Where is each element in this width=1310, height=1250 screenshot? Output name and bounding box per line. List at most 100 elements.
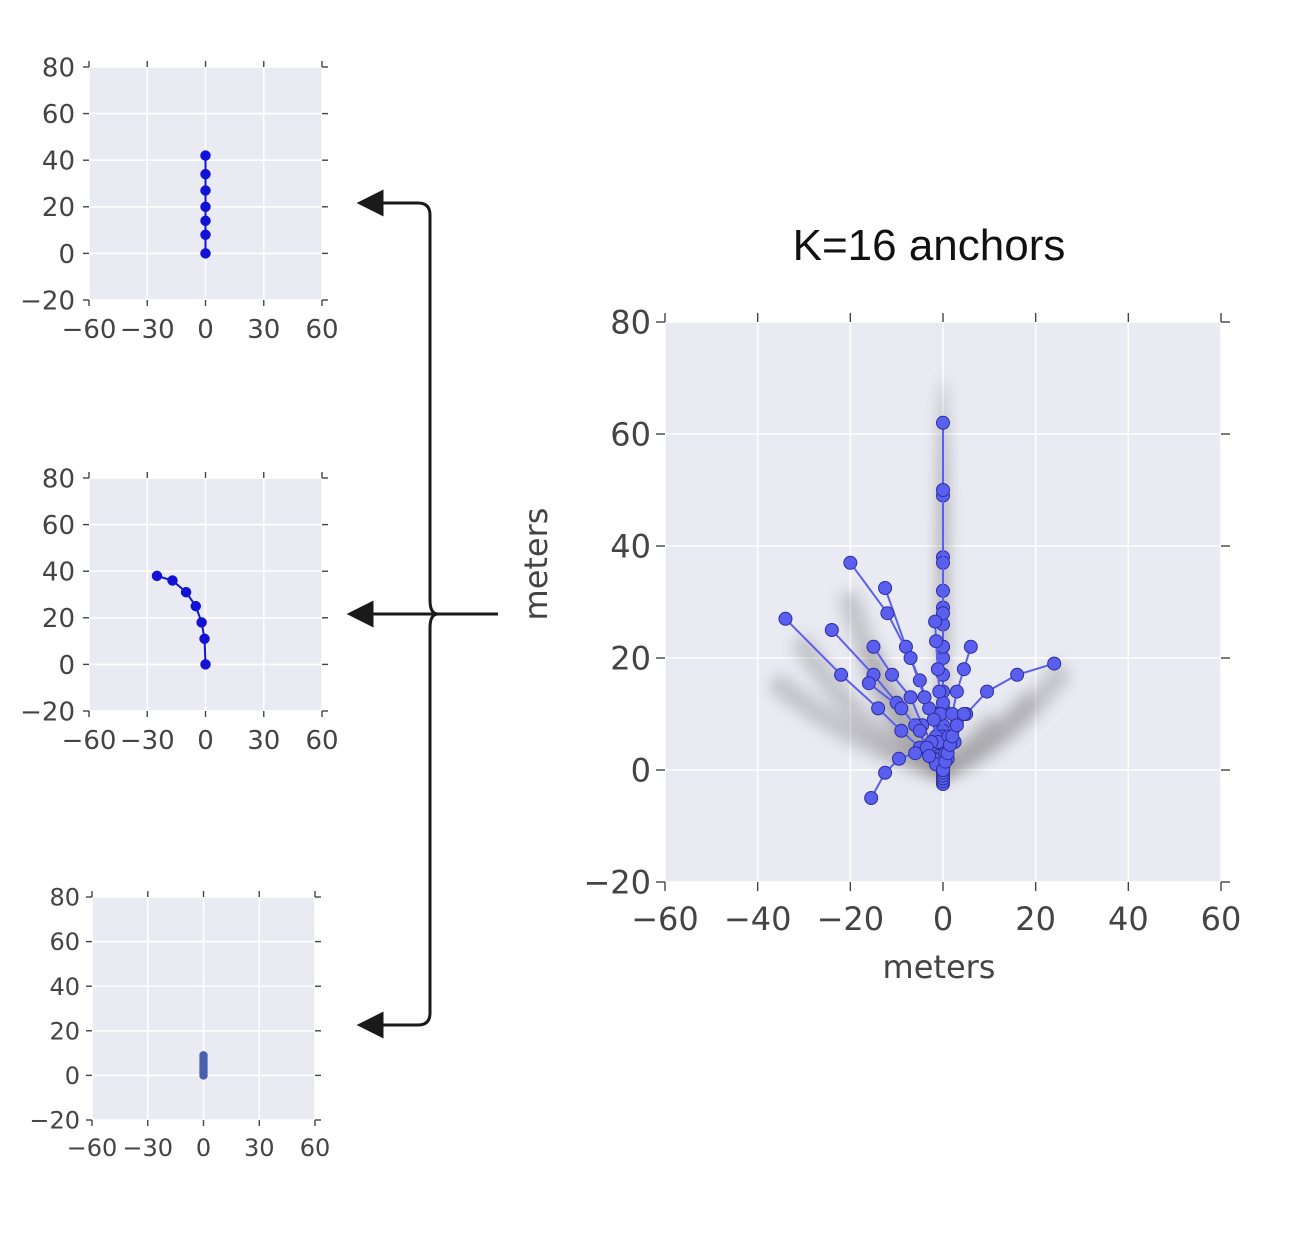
y-tick-label: 20: [610, 640, 651, 678]
data-point: [878, 765, 893, 780]
data-point: [200, 185, 211, 196]
x-tick-label: 0: [196, 1134, 211, 1162]
x-tick-label: −60: [62, 726, 117, 756]
y-tick-label: 40: [49, 973, 80, 1001]
data-point: [956, 662, 971, 677]
data-point: [180, 586, 192, 598]
data-point: [885, 667, 900, 682]
data-point: [903, 690, 918, 705]
x-tick-label: −60: [62, 315, 117, 345]
small-chart-straight: −60 −30 0 30 60 80 60 40 20 0 −20: [20, 53, 338, 345]
x-tick-label: 20: [1015, 900, 1056, 938]
x-tick-label: −30: [120, 726, 175, 756]
y-tick-label: 60: [42, 511, 75, 541]
x-tick-label: 60: [305, 726, 338, 756]
x-tick-label: 60: [305, 315, 338, 345]
data-point: [200, 659, 211, 670]
y-tick-label: −20: [20, 697, 75, 727]
data-point: [200, 168, 211, 180]
y-tick-label: 80: [42, 464, 75, 494]
y-tick-label: 40: [42, 558, 75, 588]
data-point: [834, 667, 849, 682]
data-point: [930, 662, 945, 677]
data-point: [1047, 656, 1062, 671]
small-chart-left-turn: −60 −30 0 30 60 80 60 40 20 0 −20: [20, 464, 338, 756]
data-point: [861, 676, 876, 691]
data-point: [200, 150, 211, 161]
x-tick-label: 0: [933, 900, 953, 938]
data-point: [908, 746, 923, 761]
x-tick-label: 0: [197, 315, 214, 345]
x-tick-label: 40: [1108, 900, 1149, 938]
data-point: [866, 639, 881, 654]
x-tick-label: 60: [300, 1134, 331, 1162]
y-axis-label: meters: [517, 508, 555, 621]
data-point: [949, 684, 964, 699]
data-point: [878, 581, 893, 595]
data-point: [936, 415, 950, 430]
data-point: [956, 707, 971, 721]
y-tick-label: 0: [65, 1062, 80, 1090]
data-point: [824, 623, 839, 637]
data-point: [1010, 667, 1025, 682]
y-tick-label: 60: [49, 928, 80, 956]
y-tick-label: 0: [631, 752, 651, 790]
data-point: [843, 555, 858, 570]
data-point: [980, 684, 995, 699]
data-point: [151, 570, 163, 582]
data-point: [200, 229, 211, 241]
y-tick-label: 60: [42, 100, 75, 130]
y-tick-label: 60: [610, 416, 651, 454]
x-tick-label: 60: [1201, 900, 1242, 938]
data-point: [963, 639, 978, 654]
data-point: [903, 651, 918, 665]
x-tick-label: −60: [67, 1134, 118, 1162]
data-point: [917, 690, 932, 705]
data-point: [891, 751, 906, 766]
x-tick-label: −30: [122, 1134, 173, 1162]
y-tick-label: −20: [583, 864, 651, 902]
x-tick-label: 0: [197, 726, 214, 756]
data-point: [880, 606, 895, 621]
data-point: [200, 248, 211, 259]
y-tick-label: 40: [610, 528, 651, 566]
y-tick-label: 40: [42, 147, 75, 177]
x-tick-label: −40: [724, 900, 792, 938]
data-point: [932, 684, 947, 699]
chart-title: K=16 anchors: [793, 221, 1066, 270]
y-tick-label: 80: [610, 304, 651, 342]
data-point: [894, 723, 909, 738]
x-axis-label: meters: [883, 948, 996, 986]
data-point: [926, 712, 941, 727]
data-point: [200, 201, 211, 213]
data-point: [936, 483, 950, 497]
x-tick-label: −20: [817, 900, 885, 938]
small-chart-stationary: −60 −30 0 30 60 80 60 40 20 0 −20: [29, 884, 330, 1162]
data-point: [778, 611, 793, 626]
data-point: [199, 633, 210, 645]
x-tick-label: −30: [120, 315, 175, 345]
y-tick-label: 0: [58, 651, 75, 681]
y-tick-label: 20: [49, 1017, 80, 1045]
y-tick-label: 80: [42, 53, 75, 83]
y-tick-label: −20: [29, 1107, 80, 1135]
data-point: [871, 701, 886, 716]
data-point: [200, 215, 211, 227]
y-tick-label: 0: [58, 240, 75, 270]
data-point: [929, 634, 944, 649]
main-chart-anchors: −60 −40 −20 0 20 40 60 80 60 40 20 0 −20 K=16 anchors…: [517, 221, 1241, 986]
y-tick-label: 80: [49, 884, 80, 912]
data-point: [922, 749, 937, 763]
y-tick-label: 20: [42, 193, 75, 223]
data-point: [949, 718, 964, 733]
data-point: [912, 723, 927, 738]
x-tick-label: 30: [247, 315, 280, 345]
y-tick-label: 20: [42, 604, 75, 634]
data-point: [864, 791, 879, 805]
data-point: [894, 701, 909, 716]
data-point: [928, 614, 943, 629]
x-tick-label: 30: [247, 726, 280, 756]
data-point: [196, 617, 207, 628]
x-tick-label: 30: [244, 1134, 275, 1162]
